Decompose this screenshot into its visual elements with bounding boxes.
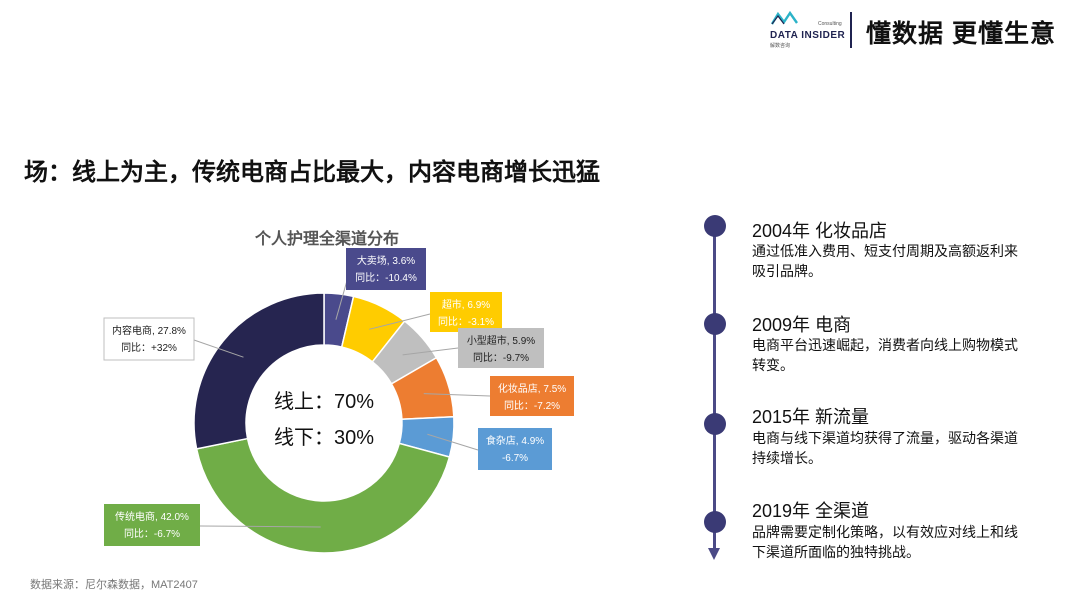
slice-yoy-label-4: 同比：-7.2% <box>504 400 560 412</box>
slice-yoy-label-7: 同比：+32% <box>121 342 177 354</box>
slice-yoy-label-3: 同比：-9.7% <box>473 352 529 364</box>
slice-labels: 大卖场, 3.6% 同比：-10.4% 超市, 6.9% 同比：-3.1% 小型超市, … <box>103 248 574 546</box>
timeline-text-2004: 通过低准入费用、短支付周期及高额返利来吸引品牌。 <box>752 243 1018 279</box>
timeline-heading-2009: 2009年 电商 <box>752 315 852 335</box>
slice-label-5: 食杂店, 4.9% <box>486 434 544 447</box>
slogan: 懂数据 更懂生意 <box>866 20 1056 48</box>
slice-7 <box>193 292 325 450</box>
slice-label-3: 小型超市, 5.9% <box>467 334 535 347</box>
slice-label-4: 化妆品店, 7.5% <box>498 382 566 395</box>
label-box-5 <box>478 428 552 470</box>
label-box-1 <box>346 248 426 290</box>
brand-logo: Consulting DATA INSIDER 解数咨询 懂数据 更懂生意 <box>770 8 1070 49</box>
logo-name: DATA INSIDER <box>770 30 846 41</box>
slice-yoy-label-1: 同比：-10.4% <box>355 272 417 284</box>
logo-wave-icon <box>770 10 798 25</box>
leader-line-5 <box>427 433 479 451</box>
slice-label-6: 传统电商, 42.0% <box>115 510 189 523</box>
timeline-dot <box>704 511 726 533</box>
channel-donut-chart: 个人护理全渠道分布 大卖场, 3.6% 同比：-10.4% 超市, 6.9% 同比：-… <box>103 229 574 554</box>
leader-line-4 <box>423 393 491 397</box>
timeline-text-2009: 电商平台迅速崛起，消费者向线上购物模式转变。 <box>752 337 1018 373</box>
timeline-heading-2004: 2004年 化妆品店 <box>752 221 888 241</box>
slice-yoy-label-2: 同比：-3.1% <box>438 316 494 328</box>
slice-yoy-label-5: -6.7% <box>502 453 528 464</box>
timeline-arrow-icon <box>708 548 720 560</box>
timeline-text-2019: 品牌需要定制化策略，以有效应对线上和线下渠道所面临的独特挑战。 <box>752 524 1018 560</box>
slice-6 <box>195 437 451 554</box>
label-box-4 <box>490 376 574 416</box>
leader-line-2 <box>369 313 431 330</box>
slice-yoy-label-6: 同比：-6.7% <box>124 528 180 540</box>
page-title: 场：线上为主，传统电商占比最大，内容电商增长迅猛 <box>24 159 600 186</box>
timeline-heading-2015: 2015年 新流量 <box>752 407 870 427</box>
timeline-text-2015: 电商与线下渠道均获得了流量，驱动各渠道持续增长。 <box>752 430 1018 466</box>
label-box-7 <box>103 317 195 361</box>
label-box-3 <box>458 328 544 368</box>
timeline-heading-2019: 2019年 全渠道 <box>752 501 870 521</box>
logo-consulting-text: Consulting <box>818 21 842 27</box>
label-box-2 <box>430 292 502 332</box>
center-online-share: 线上：70% <box>274 390 374 413</box>
label-box-6 <box>104 504 200 546</box>
slice-label-2: 超市, 6.9% <box>442 298 490 311</box>
header-divider <box>850 12 852 48</box>
slice-label-1: 大卖场, 3.6% <box>357 254 415 267</box>
leader-line-3 <box>402 347 459 356</box>
timeline-dot <box>704 215 726 237</box>
donut-slices <box>193 292 455 554</box>
timeline-dot <box>704 313 726 335</box>
timeline-dot <box>704 413 726 435</box>
slice-label-7: 内容电商, 27.8% <box>112 324 186 337</box>
logo-chinese-name: 解数咨询 <box>770 43 791 49</box>
data-source: 数据来源：尼尔森数据，MAT2407 <box>30 579 198 591</box>
leader-line-7 <box>193 339 244 358</box>
timeline-line <box>713 222 716 550</box>
leader-line-6 <box>199 525 321 528</box>
chart-title: 个人护理全渠道分布 <box>254 229 399 248</box>
center-offline-share: 线下：30% <box>274 426 374 449</box>
